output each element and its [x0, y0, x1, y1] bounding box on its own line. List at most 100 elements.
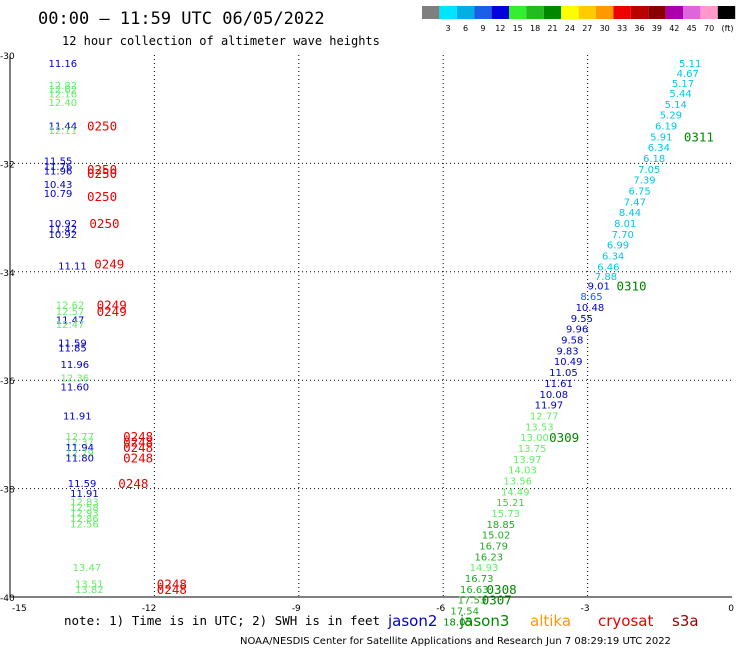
- swh-value: 12.56: [70, 519, 99, 530]
- swh-value: 12.77: [530, 411, 559, 422]
- swh-value: 17.54: [450, 607, 479, 618]
- legend-swatch: [491, 6, 509, 19]
- swh-value: 11.91: [70, 489, 99, 500]
- y-tick-label: -34: [0, 269, 15, 279]
- legend-label: 30: [600, 24, 610, 33]
- y-tick-label: -36: [0, 377, 15, 387]
- swh-value: 11.55: [44, 157, 73, 168]
- swh-value: 12.37: [65, 437, 94, 448]
- swh-value: 9.58: [561, 336, 583, 347]
- swh-value: 7.70: [612, 230, 634, 241]
- legend-label: 21: [547, 24, 557, 33]
- legend-label: 6: [463, 24, 468, 33]
- satellite-legend: jason2 jason3 altika cryosat s3a: [387, 612, 699, 630]
- x-tick-label: -12: [142, 604, 157, 614]
- satellite-jason3: jason3: [459, 612, 509, 630]
- satellite-cryosat: cryosat: [598, 612, 653, 630]
- swh-value: 12.57: [56, 307, 85, 318]
- legend-swatch: [543, 6, 562, 19]
- swh-value: 6.34: [648, 143, 670, 154]
- swh-value: 8.01: [614, 219, 636, 230]
- swh-value: 8.65: [580, 292, 602, 303]
- pass-time-label: 0248: [123, 440, 153, 455]
- legend-label: 33: [617, 24, 627, 33]
- map-title: 00:00 — 11:59 UTC 06/05/2022: [38, 9, 325, 29]
- pass-time-label: 0248: [157, 576, 187, 591]
- swh-value: 17.53: [458, 596, 487, 607]
- pass-time-labels: 0250025002500250025002490249024902480248…: [87, 118, 714, 607]
- swh-value: 16.63: [460, 585, 489, 596]
- swh-value: 11.61: [544, 379, 573, 390]
- legend-swatch: [439, 6, 457, 19]
- swh-value: 7.39: [633, 176, 655, 187]
- swh-value: 7.05: [638, 165, 660, 176]
- legend-label: 9: [480, 24, 485, 33]
- swh-value: 11.94: [65, 443, 94, 454]
- swh-value: 10.48: [576, 303, 605, 314]
- legend-label: 39: [652, 24, 662, 33]
- swh-value: 11.96: [44, 166, 73, 177]
- swh-value: 6.46: [597, 262, 619, 273]
- color-legend: 3 6 9 12 15 18 21 24 27 30 33 36 39 42 45 70 (ft): [422, 6, 736, 33]
- swh-value: 12.16: [49, 89, 78, 100]
- swh-value: 13.53: [525, 422, 554, 433]
- swh-value: 12.47: [56, 320, 85, 331]
- swh-value: 12.93: [70, 508, 99, 519]
- swh-value: 10.92: [49, 219, 78, 230]
- swh-value: 4.67: [677, 69, 699, 80]
- pass-time-label: 0309: [549, 430, 579, 445]
- swh-value: 18.85: [487, 520, 516, 531]
- swh-value: 12.77: [65, 432, 94, 443]
- legend-label: 3: [446, 24, 451, 33]
- pass-time-label: 0250: [87, 162, 117, 177]
- pass-time-label: 0248: [123, 429, 153, 444]
- swh-value: 11.76: [44, 162, 73, 173]
- swh-value: 12.36: [61, 373, 90, 384]
- legend-label: (ft): [721, 24, 733, 33]
- swh-value: 13.82: [75, 585, 104, 596]
- legend-swatch: [561, 6, 579, 19]
- swh-value: 11.16: [49, 59, 78, 70]
- legend-swatch: [422, 6, 440, 19]
- x-tick-label: -15: [12, 604, 27, 614]
- swh-value: 12.58: [70, 503, 99, 514]
- legend-label: 27: [582, 24, 592, 33]
- legend-swatch: [665, 6, 683, 19]
- pass-time-label: 0249: [97, 304, 127, 319]
- swh-value: 10.08: [539, 390, 568, 401]
- swh-value: 11.60: [61, 383, 90, 394]
- pass-time-label: 0250: [87, 118, 117, 133]
- pass-time-label: 0248: [118, 476, 148, 491]
- swh-value: 6.34: [602, 252, 624, 263]
- swh-value: 10.49: [554, 357, 583, 368]
- legend-label: 24: [565, 24, 575, 33]
- swh-value: 14.93: [470, 563, 499, 574]
- swh-value: 10.43: [44, 180, 73, 191]
- credit-line: NOAA/NESDIS Center for Satellite Applica…: [240, 636, 671, 647]
- swh-value: 12.11: [49, 126, 78, 137]
- swh-value: 6.75: [629, 187, 651, 198]
- pass-time-label: 0307: [482, 593, 512, 608]
- swh-value: 11.11: [58, 261, 87, 272]
- swh-value: 14.03: [508, 466, 537, 477]
- satellite-s3a: s3a: [672, 612, 699, 630]
- swh-value: 13.51: [75, 579, 104, 590]
- pass-time-label: 0248: [123, 451, 153, 466]
- pass-time-label: 0310: [616, 278, 646, 293]
- swh-value: 9.96: [566, 325, 588, 336]
- x-tick-labels: -15 -12 -9 -6 -3 0: [12, 604, 734, 614]
- satellite-altika: altika: [530, 612, 571, 630]
- x-tick-label: -9: [292, 604, 301, 614]
- swh-value: 13.47: [73, 563, 102, 574]
- swh-value: 11.59: [68, 479, 97, 490]
- swh-value: 12.82: [49, 81, 78, 92]
- swh-value: 5.11: [679, 59, 701, 70]
- swh-value: 7.47: [624, 197, 646, 208]
- y-tick-label: -40: [0, 594, 15, 604]
- legend-swatch: [596, 6, 614, 19]
- swh-value: 12.62: [49, 85, 78, 96]
- swh-value: 10.79: [44, 189, 73, 200]
- swh-value: 16.73: [465, 574, 494, 585]
- footnote: note: 1) Time is in UTC; 2) SWH is in fe…: [64, 613, 380, 628]
